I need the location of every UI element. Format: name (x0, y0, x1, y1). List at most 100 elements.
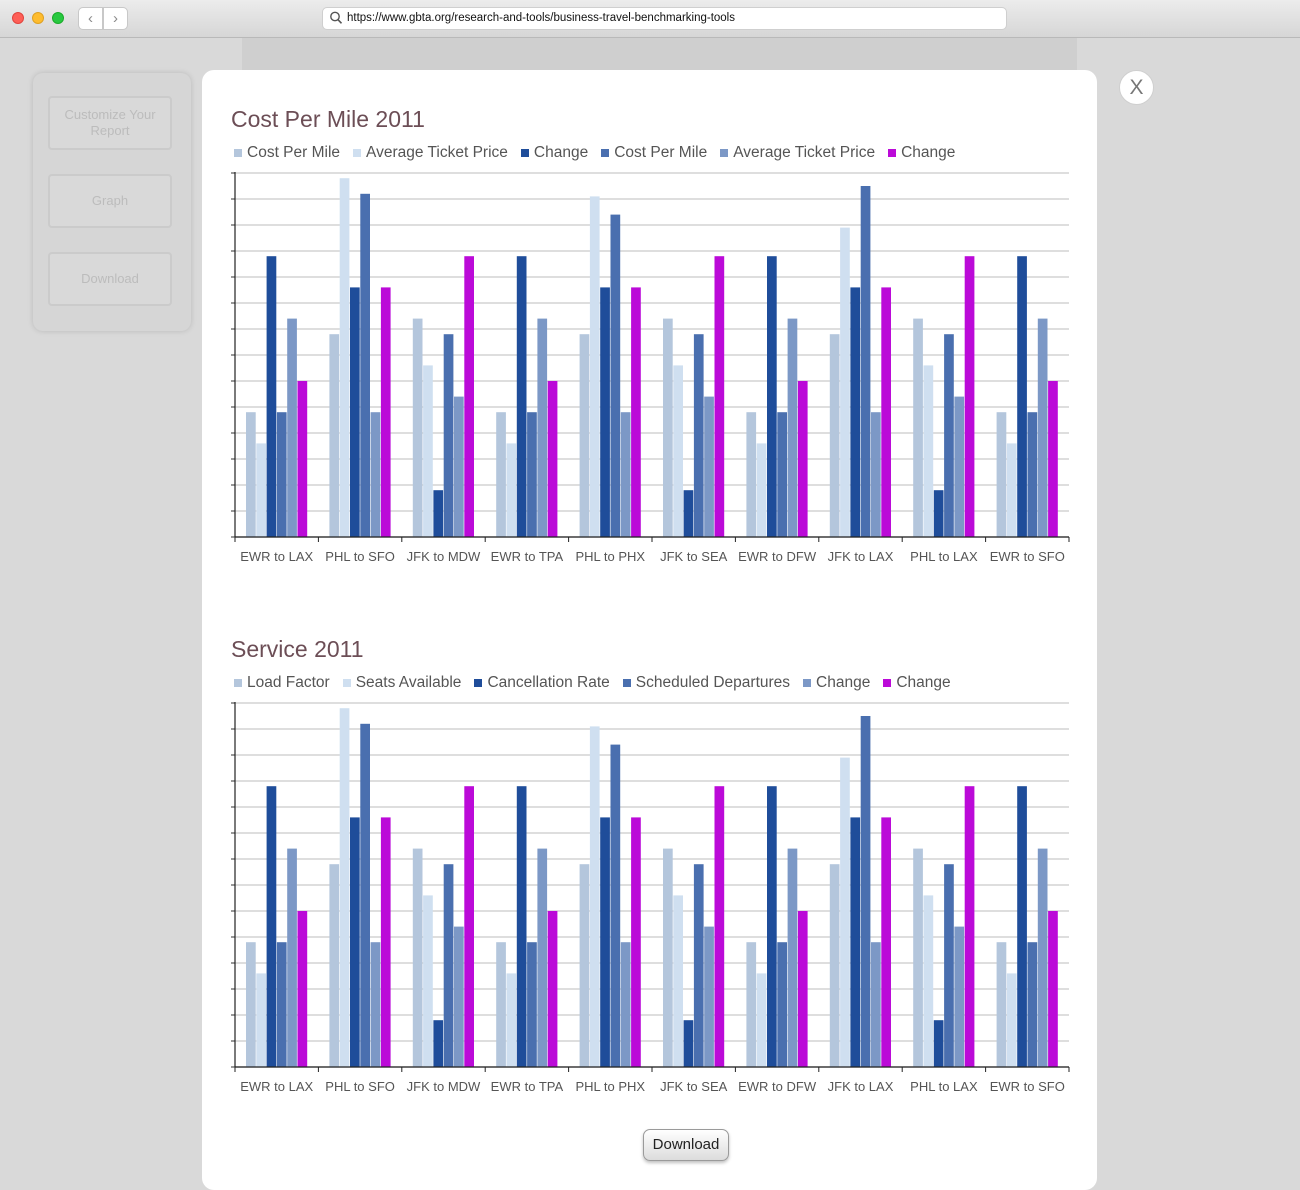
legend-item: Scheduled Departures (622, 674, 790, 692)
close-window-button[interactable] (12, 12, 24, 24)
bar (1017, 786, 1027, 1067)
x-tick-label: PHL to SFO (325, 549, 395, 564)
graph-button[interactable]: Graph (48, 174, 172, 228)
x-tick-label: PHL to LAX (910, 549, 978, 564)
bar (527, 412, 537, 537)
bar (954, 396, 965, 537)
x-tick-label: EWR to SFO (990, 549, 1065, 564)
bar (631, 817, 641, 1067)
bar (516, 256, 527, 537)
bar (840, 757, 850, 1067)
x-tick-label: PHL to PHX (575, 549, 645, 564)
bar (777, 942, 787, 1067)
sidebar-download-button[interactable]: Download (48, 252, 172, 306)
bar (923, 365, 934, 537)
bar (266, 786, 277, 1067)
x-tick-label: JFK to SEA (660, 549, 728, 564)
bar (547, 381, 558, 537)
chart-title-cost: Cost Per Mile 2011 (231, 106, 425, 132)
bar (380, 817, 391, 1067)
bar (714, 256, 725, 537)
zoom-window-button[interactable] (52, 12, 64, 24)
bar (704, 926, 714, 1067)
bar (673, 895, 683, 1067)
bar (797, 381, 808, 537)
legend-label: Seats Available (355, 674, 462, 691)
legend-label: Average Ticket Price (733, 144, 876, 161)
back-button[interactable]: ‹ (78, 7, 103, 30)
x-tick-label: JFK to LAX (828, 1079, 894, 1094)
legend-item: Cost Per Mile (234, 144, 340, 162)
bar (756, 973, 767, 1067)
bar (964, 256, 975, 537)
legend-swatch (520, 149, 529, 157)
bar (1017, 256, 1027, 537)
bar (423, 365, 433, 537)
forward-button[interactable]: › (103, 7, 128, 30)
minimize-window-button[interactable] (32, 12, 44, 24)
address-bar[interactable]: https://www.gbta.org/research-and-tools/… (322, 7, 1007, 30)
bar (860, 186, 871, 537)
chevron-right-icon: › (113, 10, 118, 27)
bar (287, 848, 297, 1067)
legend-item: Average Ticket Price (720, 144, 875, 162)
x-tick-label: JFK to MDW (407, 1079, 481, 1094)
bar (329, 864, 340, 1067)
bar (339, 178, 350, 537)
bar (797, 911, 808, 1067)
x-tick-label: JFK to LAX (828, 549, 894, 564)
bar (1006, 443, 1017, 537)
bar (1048, 911, 1058, 1067)
bar (276, 942, 287, 1067)
bar (589, 726, 600, 1067)
bar (850, 817, 861, 1067)
legend-item: Change (803, 674, 870, 692)
bar (683, 490, 694, 537)
x-tick-label: EWR to TPA (491, 549, 564, 564)
bar (850, 287, 861, 537)
chart-title-service: Service 2011 (231, 636, 364, 662)
bar (496, 412, 506, 537)
bar (256, 443, 266, 537)
bar (663, 848, 673, 1067)
bar (683, 1020, 694, 1067)
bar (443, 864, 454, 1067)
bar (297, 381, 308, 537)
legend-item: Average Ticket Price (353, 144, 508, 162)
x-tick-label: EWR to LAX (240, 1079, 313, 1094)
bar (610, 744, 621, 1067)
x-tick-label: PHL to PHX (575, 1079, 645, 1094)
legend-label: Load Factor (247, 674, 330, 691)
download-button[interactable]: Download (643, 1129, 729, 1161)
bar (964, 786, 975, 1067)
bar (871, 412, 881, 537)
bar (443, 334, 454, 537)
legend-label: Cancellation Rate (487, 674, 610, 691)
bar (777, 412, 787, 537)
legend-label: Cost Per Mile (614, 144, 708, 161)
close-modal-button[interactable]: X (1119, 70, 1154, 105)
legend-swatch (234, 149, 242, 157)
bar (631, 287, 641, 537)
bar (693, 334, 704, 537)
x-tick-label: EWR to LAX (240, 549, 313, 564)
bar (454, 396, 464, 537)
bar (1027, 412, 1038, 537)
legend-swatch (883, 679, 892, 687)
bar (537, 848, 548, 1067)
bar (589, 196, 600, 537)
customize-report-button[interactable]: Customize Your Report (48, 96, 172, 150)
bar (1048, 381, 1058, 537)
bar (714, 786, 725, 1067)
legend-item: Cost Per Mile (601, 144, 707, 162)
bar (829, 334, 840, 537)
x-tick-label: EWR to TPA (491, 1079, 564, 1094)
bar (329, 334, 340, 537)
bar (881, 817, 891, 1067)
report-sidebar: Customize Your Report Graph Download (33, 73, 191, 331)
bar (620, 942, 631, 1067)
legend-label: Change (533, 144, 589, 161)
legend-label: Change (896, 674, 951, 691)
x-tick-label: EWR to DFW (738, 549, 817, 564)
legend-label: Change (816, 674, 871, 691)
